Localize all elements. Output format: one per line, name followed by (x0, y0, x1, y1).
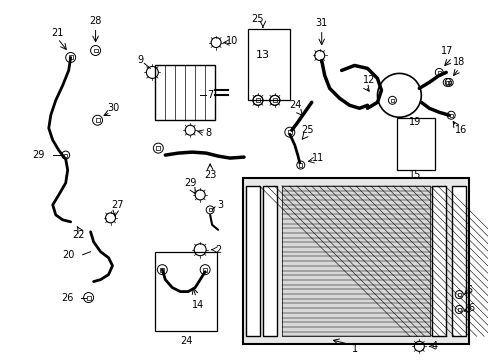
Text: 22: 22 (72, 230, 85, 240)
Text: 3: 3 (217, 200, 223, 210)
Text: 26: 26 (61, 293, 74, 302)
Text: 13: 13 (255, 50, 269, 60)
Text: 25: 25 (301, 125, 313, 135)
Text: 24: 24 (289, 100, 302, 110)
Bar (437, 71, 440, 74)
Bar (208, 208, 211, 211)
Bar (160, 268, 164, 272)
Bar (299, 163, 302, 167)
Bar (86, 296, 90, 300)
Bar (203, 268, 207, 272)
Bar (451, 186, 465, 336)
Text: 31: 31 (315, 18, 327, 28)
Text: 16: 16 (454, 125, 467, 135)
Bar (390, 99, 393, 102)
Bar (245, 186, 260, 336)
Text: 30: 30 (107, 103, 120, 113)
Text: 9: 9 (137, 55, 143, 66)
Text: 29: 29 (33, 150, 45, 160)
Text: 28: 28 (89, 15, 102, 26)
Bar (447, 81, 450, 84)
Bar (155, 66, 215, 120)
Bar (445, 81, 448, 84)
Text: 11: 11 (311, 153, 323, 163)
Text: 8: 8 (204, 128, 211, 138)
Text: 18: 18 (452, 58, 465, 67)
Text: 21: 21 (51, 28, 64, 37)
Text: 12: 12 (363, 75, 375, 85)
Bar (281, 186, 429, 336)
Text: 17: 17 (440, 45, 452, 55)
Bar (155, 252, 217, 332)
Bar (95, 118, 100, 122)
Text: 27: 27 (111, 200, 123, 210)
Bar (287, 130, 291, 134)
Bar (263, 186, 276, 336)
Bar (156, 146, 160, 150)
Bar (448, 114, 452, 117)
Bar (255, 98, 260, 102)
Bar (68, 55, 73, 59)
Text: 23: 23 (203, 170, 216, 180)
Text: 1: 1 (351, 345, 357, 354)
Text: 5: 5 (465, 284, 471, 294)
Text: 14: 14 (192, 300, 204, 310)
Text: 4: 4 (430, 341, 436, 351)
Text: 6: 6 (467, 302, 473, 312)
Bar (93, 49, 98, 53)
Text: 2: 2 (215, 245, 221, 255)
Text: 25: 25 (251, 14, 264, 24)
Bar (431, 186, 446, 336)
Text: 24: 24 (180, 336, 192, 346)
Text: 7: 7 (206, 90, 213, 100)
Bar (457, 293, 460, 296)
Text: 29: 29 (183, 178, 196, 188)
Text: 10: 10 (225, 36, 238, 46)
Bar (247, 28, 289, 100)
Text: 15: 15 (408, 170, 421, 180)
Bar (397, 118, 434, 170)
Bar (457, 308, 460, 311)
Text: 20: 20 (62, 250, 75, 260)
Bar (64, 153, 67, 157)
Bar (272, 98, 276, 102)
Bar (243, 178, 468, 345)
Text: 19: 19 (408, 117, 421, 127)
